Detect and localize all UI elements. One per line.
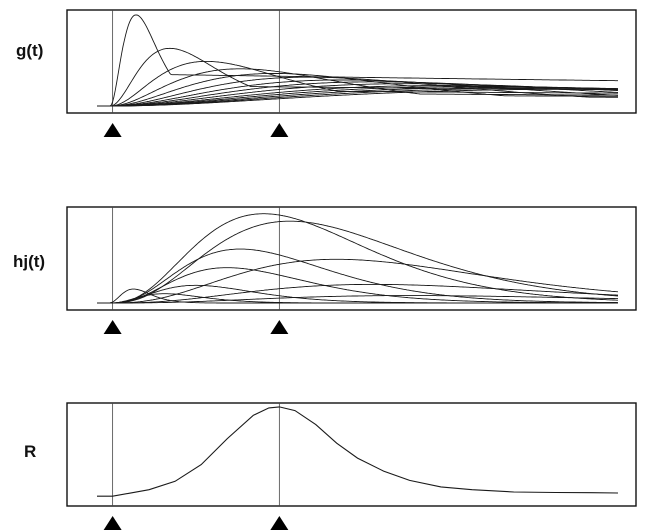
- panel-h-frame: [66, 206, 637, 311]
- series-g-11: [97, 86, 618, 107]
- panel-h-label: hj(t): [13, 252, 45, 271]
- series-h-4: [97, 267, 618, 304]
- panel-g-label: g(t): [16, 41, 43, 60]
- series-g-1: [97, 14, 618, 107]
- panel-r-frame: [66, 402, 637, 507]
- time-marker-1: [103, 516, 122, 530]
- series-h-10: [97, 295, 618, 304]
- series-h-7: [97, 220, 619, 304]
- time-marker-1: [103, 320, 122, 334]
- series-g-6: [97, 76, 618, 107]
- panel-g: g(t): [16, 9, 637, 137]
- panel-h: hj(t): [13, 206, 637, 334]
- series-h-6: [97, 213, 618, 304]
- time-marker-1: [103, 123, 122, 137]
- series-g-12: [97, 86, 618, 107]
- series-h-8: [97, 258, 619, 304]
- series-g-14: [97, 88, 618, 107]
- panel-r-label: R: [24, 442, 36, 461]
- time-marker-2: [270, 516, 289, 530]
- series-h-3: [97, 284, 618, 304]
- series-h-5: [97, 248, 619, 304]
- time-marker-2: [270, 320, 289, 334]
- panel-r: R: [24, 402, 637, 530]
- time-marker-2: [270, 123, 289, 137]
- series-h-9: [97, 283, 618, 304]
- series-R-1: [97, 406, 619, 497]
